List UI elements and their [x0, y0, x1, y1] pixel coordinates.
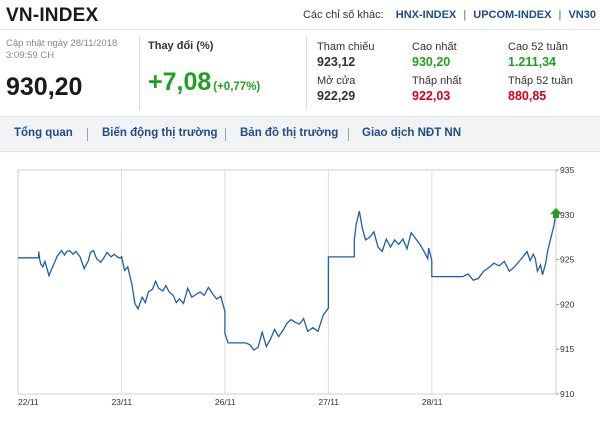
other-indices: Các chỉ số khác: HNX-INDEX | UPCOM-INDEX… — [303, 9, 596, 21]
link-hnx-index[interactable]: HNX-INDEX — [395, 9, 457, 21]
y-axis-labels: 910 915 920 925 930 935 — [556, 165, 574, 399]
x-tick-label: 22/11 — [18, 397, 39, 407]
stat-value: 922,29 — [317, 89, 356, 103]
stat-label: Mở cửa — [317, 75, 356, 87]
link-separator: | — [463, 9, 467, 21]
y-tick-label: 935 — [560, 165, 574, 175]
tab-foreign-trading[interactable]: Giao dịch NĐT NN — [362, 127, 462, 139]
stat-label: Tham chiếu — [317, 41, 375, 53]
x-axis-labels: 22/11 23/11 26/11 27/11 28/11 — [18, 397, 443, 407]
x-tick-label: 26/11 — [215, 397, 236, 407]
current-price: 930,20 — [6, 73, 83, 101]
tab-bar: Tổng quan Biến động thị trường Bản đồ th… — [0, 116, 600, 152]
tab-separator — [87, 128, 88, 141]
tab-separator — [348, 128, 349, 141]
stat-value: 930,20 — [412, 55, 451, 69]
link-upcom-index[interactable]: UPCOM-INDEX — [473, 9, 552, 21]
divider — [139, 36, 140, 110]
y-tick-label: 930 — [560, 210, 574, 220]
stat-low: Thấp nhất 922,03 — [412, 74, 462, 103]
tab-separator — [225, 128, 226, 141]
stat-high: Cao nhất 930,20 — [412, 40, 457, 69]
stat-label: Cao 52 tuần — [508, 41, 568, 53]
update-time: Cập nhật ngày 28/11/2018 3:09:59 CH — [6, 38, 117, 62]
plot-frame — [17, 169, 557, 395]
index-line — [18, 211, 557, 351]
stat-reference: Tham chiếu 923,12 — [317, 40, 374, 69]
stat-label: Thấp 52 tuần — [508, 75, 573, 87]
index-header: VN-INDEX Các chỉ số khác: HNX-INDEX | UP… — [0, 0, 600, 30]
other-indices-label: Các chỉ số khác: — [302, 9, 384, 21]
y-tick-label: 920 — [560, 299, 574, 309]
stat-value: 880,85 — [508, 89, 547, 103]
up-arrow-icon — [550, 208, 562, 219]
index-chart: 22/11 23/11 26/11 27/11 28/11 910 915 920 925 93… — [17, 165, 574, 407]
stat-value: 1.211,34 — [508, 55, 556, 69]
change-block: +7,08 (+0,77%) — [148, 68, 260, 97]
stat-high-52w: Cao 52 tuần 1.211,34 — [508, 40, 568, 69]
link-vn30[interactable]: VN30 — [568, 9, 596, 21]
change-label: Thay đổi (%) — [148, 40, 214, 52]
stat-open: Mở cửa 922,29 — [317, 74, 355, 103]
page-title: VN-INDEX — [6, 5, 99, 26]
stat-label: Thấp nhất — [412, 75, 462, 87]
x-tick-label: 27/11 — [318, 397, 339, 407]
y-tick-label: 925 — [560, 255, 574, 265]
chart-grid — [17, 169, 557, 395]
update-clock: 3:09:59 CH — [6, 50, 55, 61]
y-tick-label: 910 — [560, 389, 574, 399]
link-separator: | — [558, 9, 562, 21]
tab-market-movement[interactable]: Biến động thị trường — [102, 127, 218, 139]
tab-overview[interactable]: Tổng quan — [14, 127, 73, 139]
stat-label: Cao nhất — [412, 41, 457, 53]
update-date: Cập nhật ngày 28/11/2018 — [6, 38, 118, 49]
x-tick-label: 28/11 — [422, 397, 443, 407]
y-tick-label: 915 — [560, 344, 574, 354]
x-tick-label: 23/11 — [111, 397, 132, 407]
tab-market-map[interactable]: Bản đồ thị trường — [240, 127, 339, 139]
stat-value: 922,03 — [412, 89, 451, 103]
stat-low-52w: Thấp 52 tuần 880,85 — [508, 74, 573, 103]
change-percent: (+0,77%) — [213, 81, 261, 93]
divider — [306, 36, 307, 110]
stat-value: 923,12 — [317, 55, 356, 69]
change-value: +7,08 — [148, 68, 212, 96]
